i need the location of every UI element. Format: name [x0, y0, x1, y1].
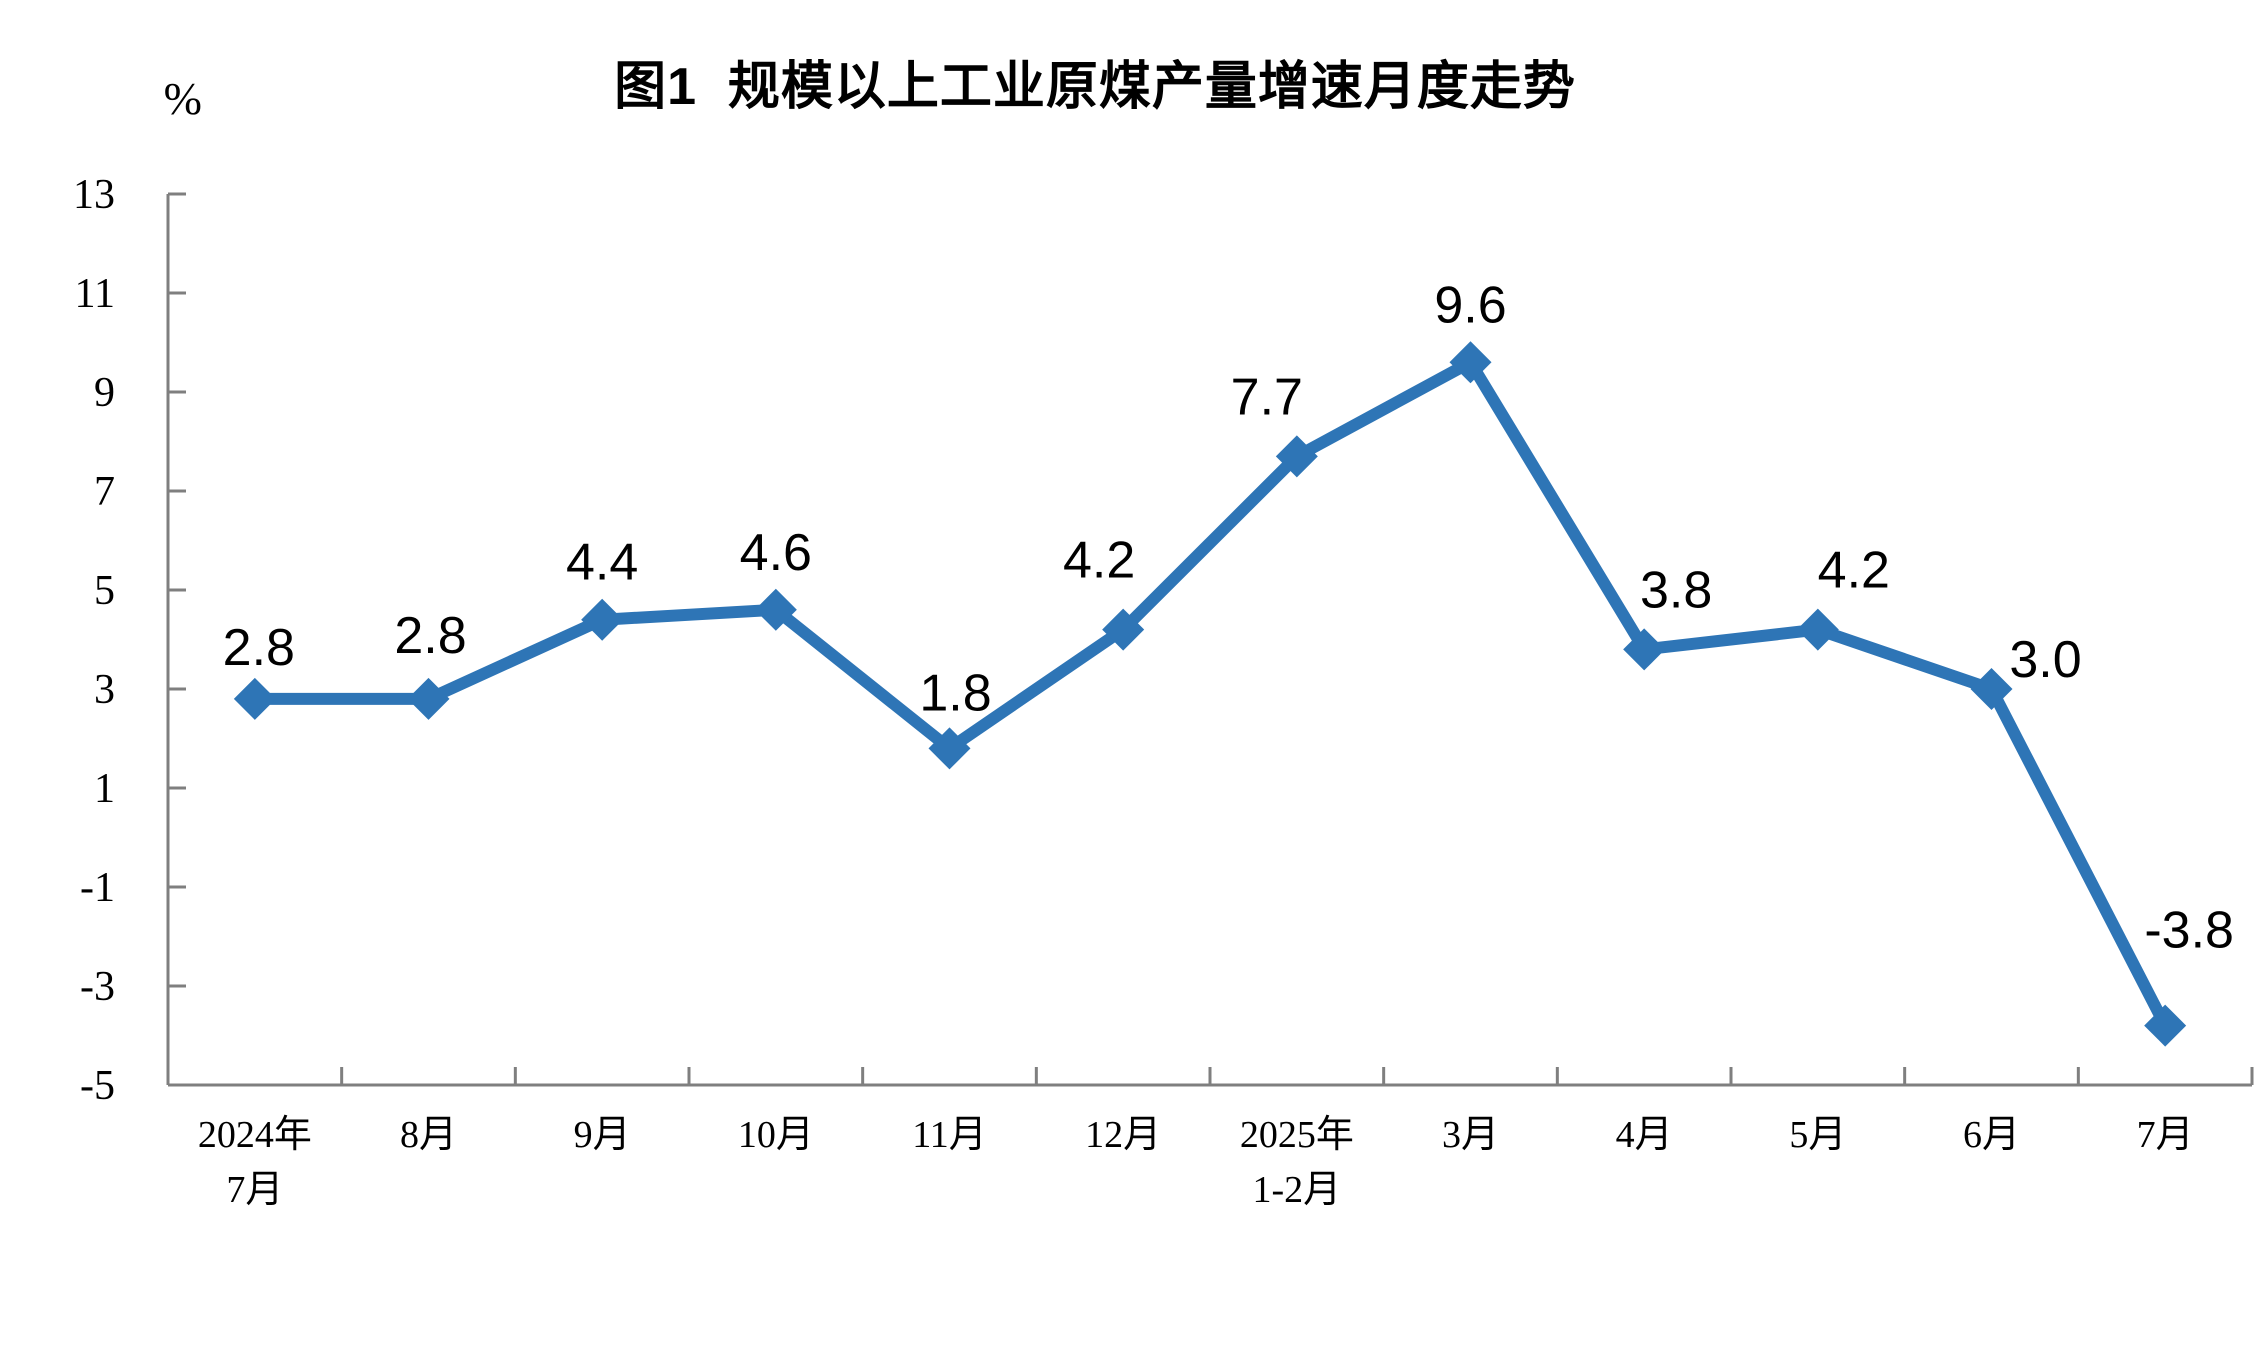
- data-point-label: 2.8: [223, 619, 295, 677]
- x-axis-category-label: 7月: [226, 1169, 283, 1211]
- data-point-label: -3.8: [2144, 902, 2234, 960]
- y-axis-tick-label: 13: [73, 172, 115, 218]
- x-axis-category-label: 1-2月: [1253, 1169, 1342, 1211]
- y-axis-unit-label: %: [163, 73, 202, 124]
- y-axis-tick-label: 1: [94, 766, 115, 812]
- data-point-label: 4.2: [1063, 532, 1135, 590]
- data-point-marker: [407, 677, 450, 720]
- data-point-label: 2.8: [394, 607, 466, 665]
- data-point-label: 9.6: [1434, 276, 1506, 334]
- chart-title: 图1 规模以上工业原煤产量增速月度走势: [614, 58, 1576, 116]
- data-point-marker: [1796, 608, 1839, 651]
- y-axis-tick-label: 5: [94, 568, 115, 614]
- y-axis-tick-label: 3: [94, 667, 115, 713]
- x-axis-category-label: 3月: [1442, 1114, 1499, 1156]
- data-point-marker: [1102, 608, 1145, 651]
- x-axis-category-label: 4月: [1616, 1114, 1673, 1156]
- x-axis-category-label: 12月: [1085, 1114, 1161, 1156]
- x-axis-category-label: 10月: [738, 1114, 814, 1156]
- x-axis-category-label: 9月: [574, 1114, 631, 1156]
- x-axis-category-label: 2024年: [198, 1114, 312, 1156]
- series-line: [248, 356, 2172, 1032]
- data-point-marker: [233, 677, 276, 720]
- data-point-label: 4.2: [1818, 542, 1890, 600]
- data-point-marker: [1449, 341, 1492, 384]
- x-axis-category-label: 5月: [1789, 1114, 1846, 1156]
- data-point-marker: [754, 588, 797, 631]
- x-axis-category-label: 8月: [400, 1114, 457, 1156]
- x-axis-category-label: 7月: [2137, 1114, 2194, 1156]
- data-point-label: 4.4: [566, 534, 638, 592]
- y-axis-tick-label: 7: [94, 469, 115, 515]
- y-axis-tick-label: -1: [80, 865, 115, 911]
- y-axis-tick-label: 9: [94, 370, 115, 416]
- data-point-marker: [581, 598, 624, 641]
- data-point-label: 4.6: [740, 524, 812, 582]
- y-axis-tick-label: -5: [80, 1063, 115, 1109]
- x-axis-category-label: 2025年: [1240, 1114, 1354, 1156]
- x-axis-category-label: 6月: [1963, 1114, 2020, 1156]
- x-axis-category-label: 11月: [912, 1114, 987, 1156]
- y-axis-tick-label: -3: [80, 964, 115, 1010]
- data-point-marker: [1623, 628, 1666, 671]
- data-point-label: 3.0: [2009, 631, 2081, 689]
- data-point-marker: [1275, 435, 1318, 478]
- data-point-label: 7.7: [1231, 368, 1303, 426]
- data-point-label: 1.8: [919, 664, 991, 722]
- data-point-marker: [2144, 1004, 2187, 1047]
- data-point-label: 3.8: [1640, 561, 1712, 619]
- y-axis-tick-label: 11: [75, 271, 115, 317]
- data-point-marker: [928, 727, 971, 770]
- data-point-marker: [1970, 668, 2013, 710]
